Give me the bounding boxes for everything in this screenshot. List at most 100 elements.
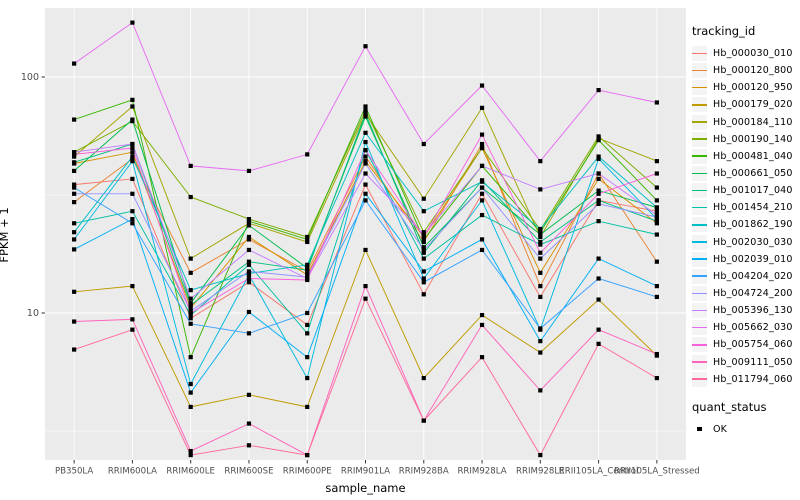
- data-point: [654, 232, 659, 237]
- data-point: [538, 339, 543, 344]
- x-tick-label: RRIM600PE: [283, 467, 332, 477]
- legend-color-key-icon: [692, 183, 707, 199]
- data-point: [363, 130, 368, 135]
- data-point: [363, 148, 368, 153]
- data-point: [246, 272, 252, 278]
- data-point: [72, 191, 77, 196]
- legend-line-swatch: [692, 326, 707, 329]
- data-point: [130, 20, 135, 25]
- data-point: [654, 205, 659, 210]
- x-tick-label: RRII105LA_Control: [559, 467, 639, 477]
- data-point: [421, 292, 426, 297]
- data-point: [654, 100, 659, 105]
- legend-color-key-icon: [692, 80, 707, 96]
- data-point: [305, 277, 310, 283]
- data-point: [305, 322, 310, 328]
- square-marker: [697, 426, 702, 432]
- data-point: [305, 272, 310, 278]
- data-point: [72, 61, 77, 66]
- x-tick-label: RRII105LA_Stressed: [614, 467, 700, 477]
- data-point: [72, 168, 77, 174]
- data-point: [246, 331, 252, 336]
- data-point: [246, 280, 252, 285]
- data-point: [188, 194, 193, 200]
- legend-color-key-icon: [692, 286, 707, 302]
- legend-item-label: Hb_000184_110: [713, 116, 793, 128]
- data-point: [188, 452, 193, 458]
- data-point: [188, 163, 193, 169]
- legend-item-label: Hb_005754_060: [713, 339, 793, 351]
- data-point: [246, 421, 252, 426]
- data-point: [130, 156, 135, 161]
- data-point: [246, 237, 252, 242]
- x-tick-label: RRIM928LA: [457, 467, 506, 477]
- legend-item-Hb_000184_110: Hb_000184_110: [692, 114, 798, 131]
- data-point: [479, 163, 485, 169]
- x-tick-label: PB350LA: [55, 467, 93, 477]
- x-tick-label: RRIM928BA: [399, 467, 449, 477]
- data-point: [538, 284, 543, 289]
- data-point: [246, 443, 252, 448]
- data-point: [305, 452, 310, 458]
- data-point: [363, 159, 368, 164]
- legend-item-label: Hb_009111_050: [713, 356, 793, 368]
- data-point: [72, 160, 77, 165]
- data-point: [363, 108, 368, 113]
- data-point: [305, 152, 310, 157]
- data-point: [363, 104, 368, 109]
- data-point: [596, 154, 601, 159]
- data-point: [479, 322, 485, 328]
- data-point: [72, 347, 77, 352]
- data-point: [72, 150, 77, 155]
- data-point: [363, 191, 368, 196]
- data-point: [654, 294, 659, 300]
- legend-line-swatch: [692, 292, 707, 295]
- data-point: [246, 259, 252, 264]
- legend-line-swatch: [692, 258, 707, 260]
- data-point: [596, 256, 601, 261]
- data-point: [188, 404, 193, 410]
- data-point: [72, 289, 77, 294]
- legend-title-quant-status: quant_status: [692, 399, 767, 414]
- data-point: [188, 303, 193, 308]
- legend-item-Hb_005396_130: Hb_005396_130: [692, 302, 798, 319]
- legend-item-Hb_002030_030: Hb_002030_030: [692, 234, 798, 251]
- data-point: [538, 250, 543, 255]
- data-point: [421, 375, 426, 381]
- data-point: [246, 223, 252, 228]
- data-point: [363, 284, 368, 289]
- data-point: [246, 168, 252, 174]
- legend-item-label: Hb_011794_060: [713, 373, 793, 385]
- legend-color-key-icon: [692, 303, 707, 319]
- legend-color-key-icon: [692, 371, 707, 387]
- data-point: [596, 171, 601, 176]
- legend-item-Hb_002039_010: Hb_002039_010: [692, 251, 798, 268]
- data-point: [246, 276, 252, 281]
- legend-line-swatch: [692, 378, 707, 380]
- data-point: [363, 161, 368, 166]
- legend-item-label: Hb_005662_030: [713, 322, 793, 334]
- legend-item-Hb_004204_020: Hb_004204_020: [692, 268, 798, 285]
- data-point: [246, 234, 252, 240]
- data-point: [421, 245, 426, 250]
- legend-item-label: Hb_000120_950: [713, 82, 793, 94]
- data-point: [654, 185, 659, 190]
- data-point: [130, 191, 135, 196]
- quant-square-icon: [692, 422, 707, 437]
- data-point: [596, 341, 601, 346]
- legend-line-swatch: [692, 361, 707, 363]
- data-point: [363, 111, 368, 116]
- data-point: [538, 242, 543, 247]
- data-point: [305, 237, 310, 242]
- legend-item-Hb_000481_040: Hb_000481_040: [692, 148, 798, 165]
- data-point: [654, 171, 659, 176]
- data-point: [246, 219, 252, 224]
- legend-line-swatch: [692, 69, 707, 72]
- legend-color-key-icon: [692, 251, 707, 267]
- legend-line-swatch: [692, 343, 707, 346]
- data-point: [188, 270, 193, 275]
- legend-line-swatch: [692, 121, 707, 123]
- data-point: [305, 239, 310, 245]
- legend-line-swatch: [692, 223, 707, 226]
